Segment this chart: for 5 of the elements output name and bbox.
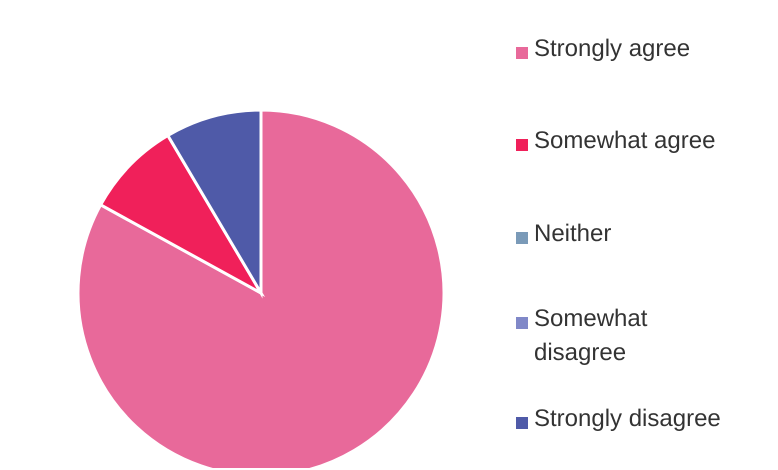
legend-label: Neither (534, 219, 612, 249)
legend-label: Somewhat disagree (534, 304, 648, 368)
legend-label: Strongly agree (534, 34, 692, 64)
legend-label: Somewhat agree (534, 126, 716, 156)
legend-label: Strongly disagree (534, 404, 722, 434)
